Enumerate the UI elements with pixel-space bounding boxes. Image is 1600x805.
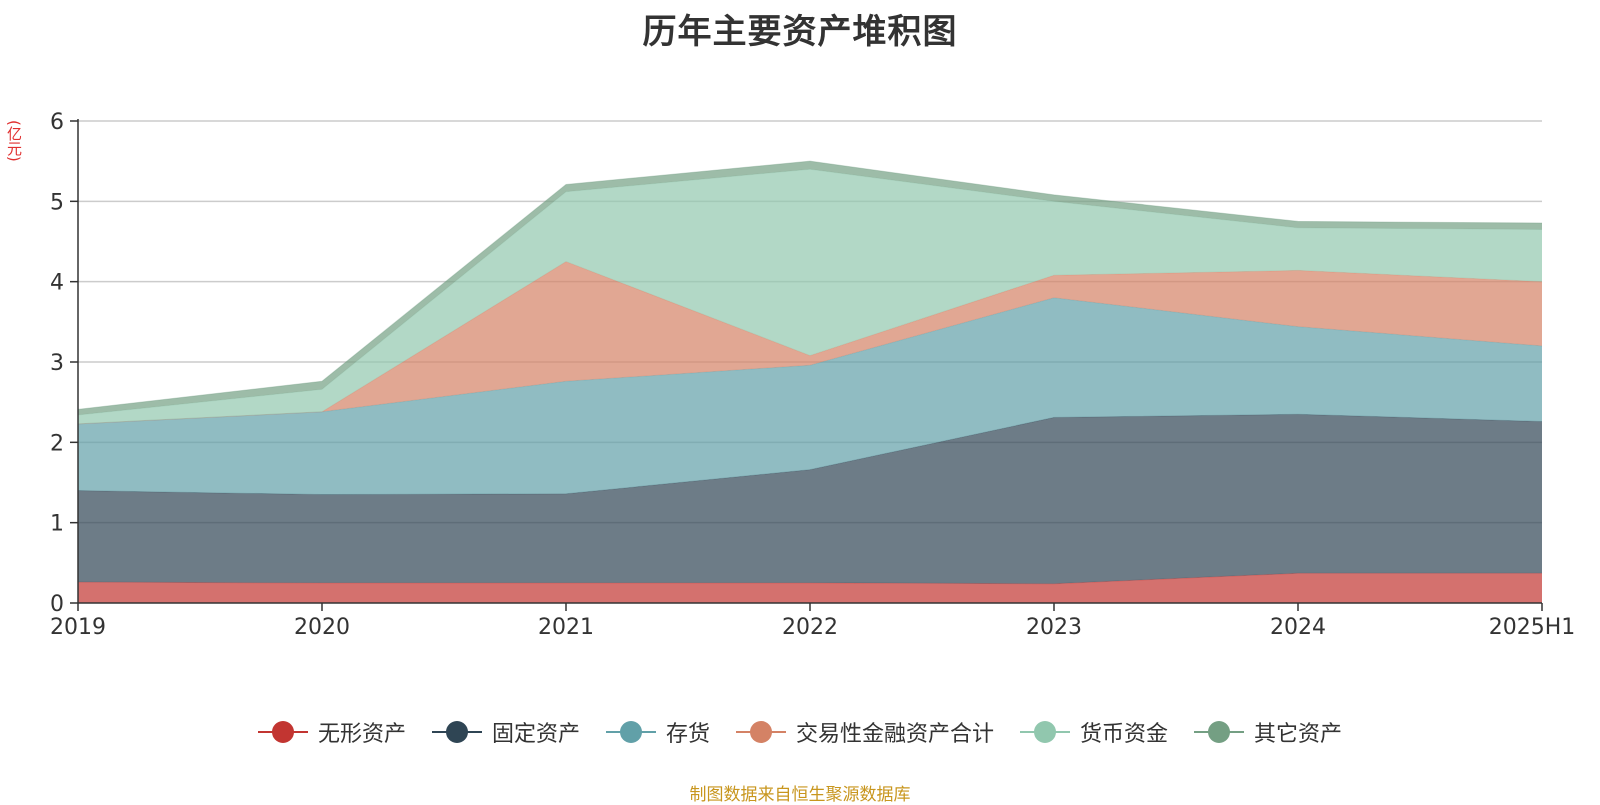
source-note: 制图数据来自恒生聚源数据库 (689, 785, 911, 805)
legend: 无形资产 固定资产 存货 交易性金融资产合计 货币资金 其它资产 (0, 716, 1600, 748)
legend-marker-icon (736, 720, 786, 744)
chart-title: 历年主要资产堆积图 (642, 12, 958, 52)
x-tick-label: 2023 (1026, 615, 1082, 640)
legend-item[interactable]: 其它资产 (1194, 716, 1342, 748)
y-axis-unit-label: (亿元) (5, 120, 23, 162)
legend-label: 货币资金 (1080, 722, 1169, 747)
legend-label: 无形资产 (317, 722, 406, 747)
legend-item[interactable]: 固定资产 (431, 716, 580, 748)
x-tick-label: 2025H1 (1489, 615, 1576, 640)
y-tick-label: 6 (50, 110, 64, 135)
y-tick-label: 5 (50, 190, 64, 215)
legend-item[interactable]: 货币资金 (1020, 716, 1168, 748)
legend-label: 其它资产 (1254, 722, 1343, 747)
legend-item[interactable]: 交易性金融资产合计 (736, 716, 994, 748)
x-tick-label: 2022 (782, 615, 838, 640)
legend-marker-icon (1020, 720, 1071, 744)
legend-marker-icon (1194, 720, 1245, 744)
area-series-3 (78, 261, 1542, 424)
axes: 0 1 2 3 4 5 6 2019 2020 2021 2022 2023 2024 2025H1 (50, 110, 1575, 640)
legend-marker-icon (605, 720, 656, 744)
y-tick-label: 3 (50, 351, 64, 376)
legend-item[interactable]: 存货 (605, 716, 710, 748)
legend-label: 固定资产 (491, 722, 580, 747)
y-tick-label: 1 (50, 512, 64, 537)
legend-marker-icon (431, 720, 482, 744)
stacked-area-chart: 0 1 2 3 4 5 6 2019 2020 2021 2022 2023 2024 2025H1 (50, 110, 1575, 640)
area-series-1 (78, 414, 1542, 584)
legend-marker-icon (257, 720, 308, 744)
legend-item[interactable]: 无形资产 (257, 716, 406, 748)
x-tick-label: 2021 (538, 615, 594, 640)
area-layers (77, 160, 1543, 603)
x-tick-label: 2020 (294, 615, 350, 640)
area-series-2 (78, 297, 1542, 495)
legend-label: 存货 (665, 722, 710, 747)
area-series-edge-5 (77, 160, 1543, 410)
y-tick-label: 2 (50, 431, 64, 456)
x-tick-label: 2024 (1270, 615, 1326, 640)
y-tick-label: 0 (50, 592, 64, 617)
area-series-4 (78, 169, 1542, 424)
legend-label: 交易性金融资产合计 (796, 722, 995, 747)
y-tick-label: 4 (50, 271, 64, 296)
area-series-edge-0 (77, 572, 1542, 585)
x-tick-label: 2019 (50, 615, 106, 640)
area-series-0 (78, 573, 1542, 603)
